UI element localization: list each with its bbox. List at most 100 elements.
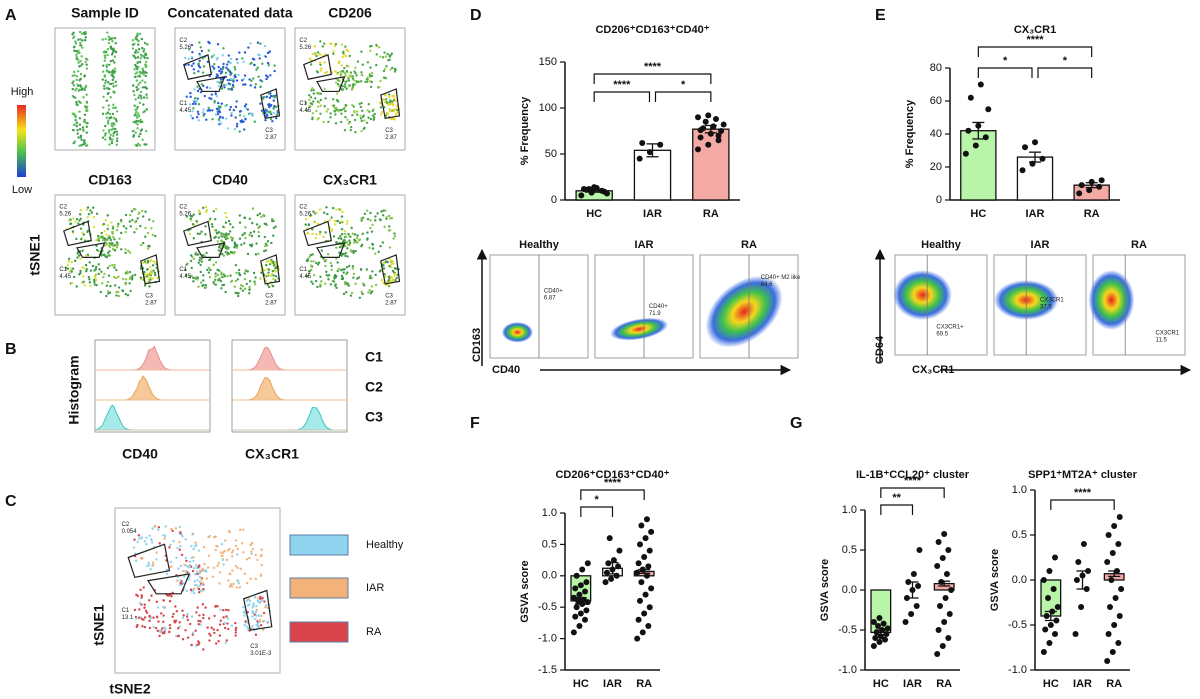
tsne-dot <box>310 102 314 106</box>
significance-label: **** <box>644 61 662 73</box>
tsne-dot <box>79 41 82 45</box>
tsne-dot <box>106 251 110 255</box>
error-bar <box>588 188 601 193</box>
tsne-dot <box>114 118 118 121</box>
tsne-dot <box>246 108 250 111</box>
tsne-dot <box>197 261 200 264</box>
tsne-dot <box>192 99 196 102</box>
tsne-dot <box>312 273 316 277</box>
tsne-dot <box>196 97 200 100</box>
tsne-dot <box>264 55 268 58</box>
tsne-dot <box>225 117 228 120</box>
tsne-dot <box>236 291 239 295</box>
axis-label: tSNE2 <box>109 681 150 697</box>
tsne-dot <box>214 548 217 552</box>
tsne-dot <box>107 274 111 277</box>
tsne-dot <box>211 109 214 112</box>
tsne-dot <box>316 263 320 266</box>
tsne-dot <box>209 87 212 90</box>
tsne-dot <box>372 117 376 121</box>
tsne-dot <box>189 114 193 118</box>
data-point <box>638 522 645 529</box>
tsne-dot <box>78 254 81 257</box>
error-bar <box>606 561 619 575</box>
error-bar <box>704 124 717 134</box>
tsne-dot <box>340 274 344 278</box>
tsne-dot <box>239 287 242 290</box>
data-point <box>575 597 582 604</box>
tsne-dot <box>199 263 202 267</box>
tsne-dot <box>315 211 318 215</box>
tsne-dot <box>260 215 263 219</box>
tsne-dot <box>158 542 161 545</box>
tsne-dot <box>379 106 383 109</box>
tsne-dot <box>135 617 138 620</box>
tsne-dot <box>138 32 142 36</box>
tsne-dot <box>367 116 370 119</box>
tsne-dot <box>268 96 272 100</box>
tsne-dot <box>308 57 312 60</box>
tsne-dot <box>182 614 185 617</box>
tsne-dot <box>108 264 111 268</box>
data-point <box>1109 649 1116 655</box>
x-tick-label: IAR <box>903 678 922 690</box>
tsne-dot <box>244 236 247 240</box>
tsne-dot <box>217 84 221 88</box>
tsne-dot <box>102 129 105 132</box>
tsne-dot <box>211 225 214 228</box>
tsne-dot <box>71 230 75 233</box>
tsne-dot <box>75 49 78 53</box>
tsne-dot <box>243 614 246 617</box>
data-point <box>1116 514 1123 520</box>
tsne-dot <box>319 69 322 72</box>
tsne-dot <box>75 55 78 59</box>
tsne-dot <box>243 242 246 245</box>
tsne-dot <box>308 255 311 259</box>
tsne-dot <box>243 51 247 54</box>
tsne-dot <box>326 212 329 216</box>
tsne-dot <box>214 113 218 116</box>
tsne-dot <box>212 280 215 284</box>
tsne-dot <box>115 139 119 143</box>
tsne-dot <box>274 260 277 264</box>
tsne-dot <box>198 59 201 63</box>
tsne-dot <box>355 74 358 77</box>
tsne-dot <box>138 608 141 611</box>
tsne-dot <box>77 61 80 64</box>
tsne-dot <box>134 208 137 211</box>
tsne-dot <box>108 116 111 120</box>
y-tick-label: -0.5 <box>1008 619 1027 631</box>
tsne-dot <box>138 101 142 105</box>
tsne-dot <box>143 270 146 274</box>
tsne-dot <box>206 109 210 112</box>
tsne-dot <box>333 277 336 280</box>
gate-value: 4.45 <box>299 108 311 114</box>
gate <box>196 76 226 93</box>
tsne-dot <box>78 30 82 34</box>
tsne-dot <box>198 210 202 214</box>
tsne-dot <box>188 276 192 279</box>
tsne-dot <box>340 227 344 231</box>
tsne-dot <box>260 109 264 112</box>
tsne-dot <box>316 285 319 289</box>
tsne-dot <box>201 589 204 592</box>
tsne-dot <box>205 577 208 580</box>
tsne-dot <box>391 103 395 107</box>
tsne-dot <box>220 102 224 105</box>
tsne-dot <box>223 275 227 278</box>
tsne-dot <box>135 625 138 629</box>
tsne-dot <box>141 215 145 218</box>
flow-title: IAR <box>1031 239 1050 251</box>
tsne-dot <box>134 72 137 75</box>
tsne-dot <box>353 233 357 236</box>
tsne-dot <box>82 233 86 236</box>
tsne-dot <box>370 71 374 75</box>
tsne-dot <box>253 596 257 599</box>
tsne-dot <box>175 634 178 638</box>
gate <box>380 88 401 119</box>
tsne-dot <box>227 60 230 64</box>
tsne-dot <box>196 278 199 281</box>
tsne-dot <box>145 543 148 546</box>
tsne-dot <box>249 112 252 115</box>
tsne-dot <box>154 273 157 277</box>
